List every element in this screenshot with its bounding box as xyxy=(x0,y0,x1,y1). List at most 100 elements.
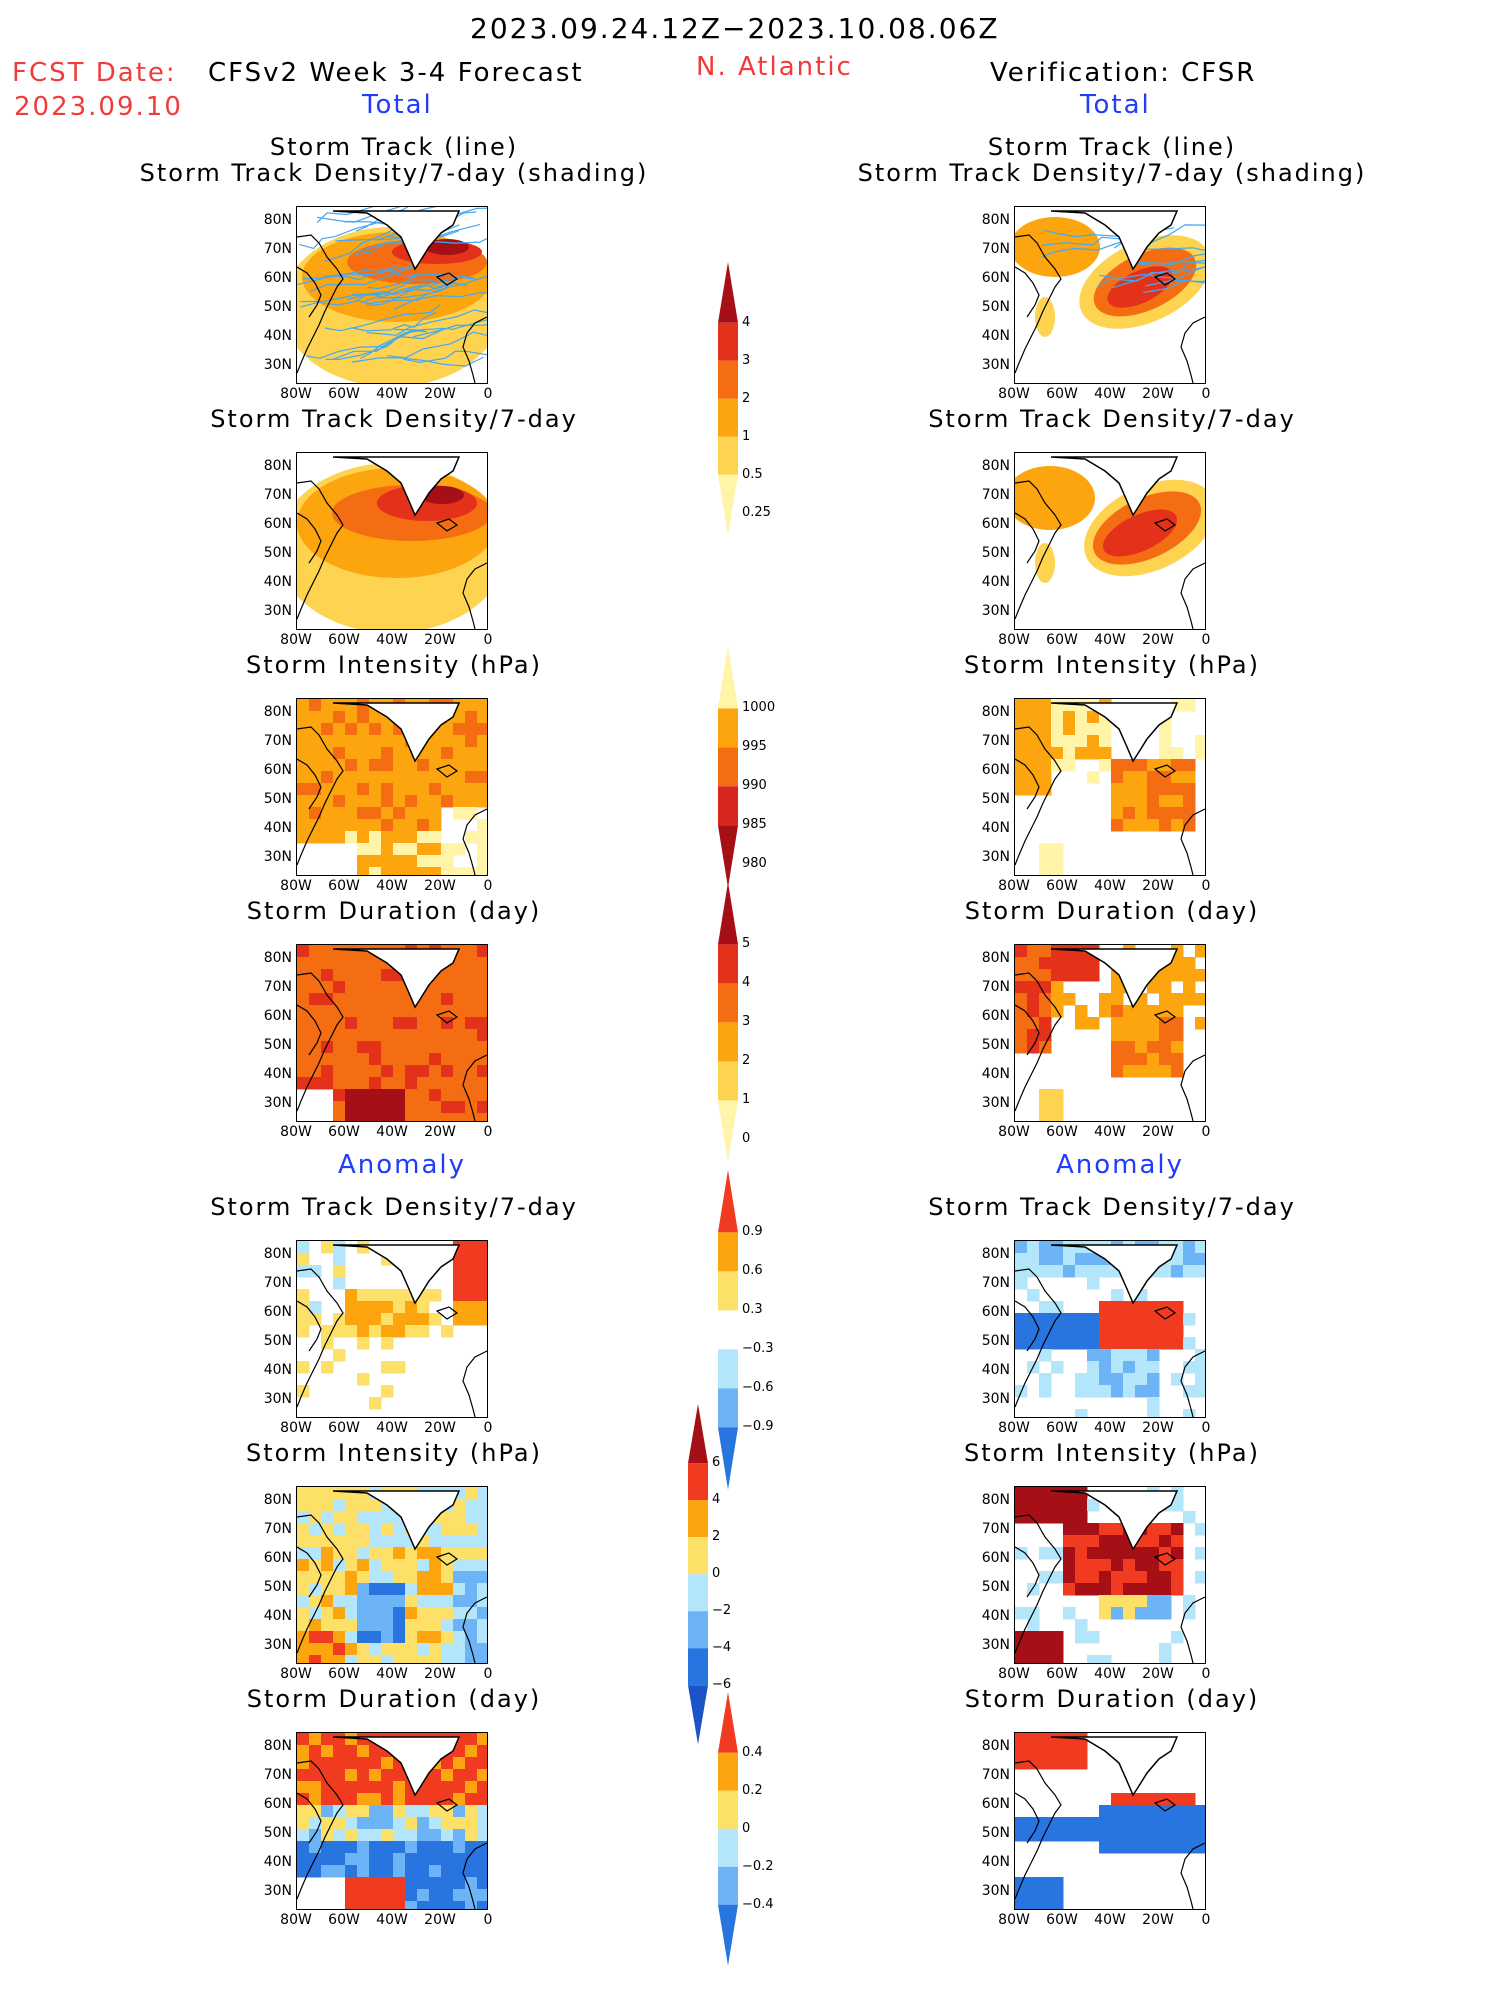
heatmap-cell xyxy=(1123,1595,1136,1608)
heatmap-cell xyxy=(309,981,322,994)
verif-total-density-svg xyxy=(1015,456,1205,629)
heatmap-cell xyxy=(477,1113,487,1121)
heatmap-cell xyxy=(1123,1385,1136,1398)
heatmap-cell xyxy=(1027,1313,1040,1326)
heatmap-cell xyxy=(453,1559,466,1572)
heatmap-cell xyxy=(477,1053,487,1066)
heatmap-cell xyxy=(1111,1337,1124,1350)
heatmap-cell xyxy=(477,867,487,875)
lon-tick-label: 60W xyxy=(1046,878,1078,894)
heatmap-cell xyxy=(309,1313,322,1326)
heatmap-cell xyxy=(381,1301,394,1314)
heatmap-cell xyxy=(297,1065,310,1078)
heatmap-cell xyxy=(369,855,382,868)
coastline xyxy=(1180,1596,1205,1663)
heatmap-cell xyxy=(1123,1041,1136,1054)
heatmap-cell xyxy=(1183,1805,1196,1818)
heatmap-cell xyxy=(1099,1559,1112,1572)
heatmap-cell xyxy=(1015,747,1028,760)
heatmap-cell xyxy=(441,1841,454,1854)
heatmap-cell xyxy=(1051,1571,1064,1584)
heatmap-cell xyxy=(357,795,370,808)
title-fc-density: Storm Track Density/7-day xyxy=(210,405,578,433)
heatmap-cell xyxy=(357,1619,370,1632)
heatmap-cell xyxy=(333,1655,346,1663)
coastline xyxy=(462,808,487,875)
density-contour xyxy=(1015,466,1095,530)
heatmap-cell xyxy=(477,1877,487,1890)
coastline xyxy=(297,266,322,318)
heatmap-cell xyxy=(453,1101,466,1114)
heatmap-cell xyxy=(1135,819,1148,832)
heatmap-cell xyxy=(309,1631,322,1644)
heatmap-cell xyxy=(1147,1053,1160,1066)
heatmap-cell xyxy=(321,1781,334,1794)
heatmap-cell xyxy=(321,1793,334,1806)
coastline xyxy=(1153,1798,1177,1812)
heatmap-cell xyxy=(381,1361,394,1374)
heatmap-cell xyxy=(369,1793,382,1806)
heatmap-cell xyxy=(1027,1745,1040,1758)
heatmap-cell xyxy=(1183,993,1196,1006)
heatmap-cell xyxy=(1051,1499,1064,1512)
lon-tick-label: 60W xyxy=(1046,1666,1078,1682)
heatmap-cell xyxy=(1027,771,1040,784)
heatmap-cell xyxy=(369,1769,382,1782)
heatmap-cell xyxy=(321,1643,334,1656)
heatmap-cell xyxy=(297,1077,310,1090)
heatmap-cell xyxy=(1195,1805,1205,1818)
heatmap-cell xyxy=(1135,1349,1148,1362)
heatmap-cell xyxy=(333,945,346,958)
heatmap-cell xyxy=(417,843,430,856)
heatmap-cell xyxy=(441,1325,454,1338)
heatmap-cell xyxy=(1015,735,1028,748)
heatmap-cell xyxy=(1123,1053,1136,1066)
heatmap-cell xyxy=(381,1535,394,1548)
heatmap-cell xyxy=(429,1289,442,1302)
heatmap-cell xyxy=(1063,1325,1076,1338)
heatmap-cell xyxy=(357,981,370,994)
heatmap-cell xyxy=(297,771,310,784)
heatmap-cell xyxy=(309,1511,322,1524)
heatmap-cell xyxy=(1147,1337,1160,1350)
heatmap-cell xyxy=(309,1053,322,1066)
heatmap-cell xyxy=(1087,1559,1100,1572)
lat-tick-label: 70N xyxy=(263,1767,292,1783)
heatmap-cell xyxy=(429,1643,442,1656)
verif-anom-density-svg xyxy=(1015,1241,1205,1417)
greenland-outline xyxy=(332,210,461,271)
heatmap-cell xyxy=(405,783,418,796)
heatmap-cell xyxy=(1027,1877,1040,1890)
heatmap-cell xyxy=(393,1029,406,1042)
lon-tick-label: 80W xyxy=(998,632,1030,648)
heatmap-cell xyxy=(477,1487,487,1500)
heatmap-cell xyxy=(1135,783,1148,796)
heatmap-cell xyxy=(1183,957,1196,970)
heatmap-cell xyxy=(381,1385,394,1398)
heatmap-cell xyxy=(369,1805,382,1818)
verif-total-track xyxy=(1014,206,1206,384)
storm-track-line xyxy=(309,265,417,293)
heatmap-cell xyxy=(1171,747,1184,760)
lon-tick-label: 80W xyxy=(280,632,312,648)
lon-tick-label: 20W xyxy=(1142,1420,1174,1436)
heatmap-cell xyxy=(381,855,394,868)
coastline xyxy=(435,1798,459,1812)
lat-tick-label: 30N xyxy=(981,849,1010,865)
heatmap-cell xyxy=(381,1559,394,1572)
heatmap-cell xyxy=(357,1325,370,1338)
title-fc-anom-intensity: Storm Intensity (hPa) xyxy=(246,1439,542,1467)
heatmap-cell xyxy=(381,843,394,856)
lat-tick-label: 60N xyxy=(263,516,292,532)
heatmap-cell xyxy=(1063,1253,1076,1266)
coastline xyxy=(297,480,344,620)
forecast-anom-intensity xyxy=(296,1486,488,1664)
lat-tick-label: 70N xyxy=(263,241,292,257)
heatmap-cell xyxy=(465,1817,478,1830)
heatmap-cell xyxy=(429,819,442,832)
heatmap-cell xyxy=(417,1841,430,1854)
lat-tick-label: 50N xyxy=(263,1333,292,1349)
lat-tick-label: 60N xyxy=(981,1550,1010,1566)
heatmap-cell xyxy=(369,993,382,1006)
heatmap-cell xyxy=(477,1523,487,1536)
